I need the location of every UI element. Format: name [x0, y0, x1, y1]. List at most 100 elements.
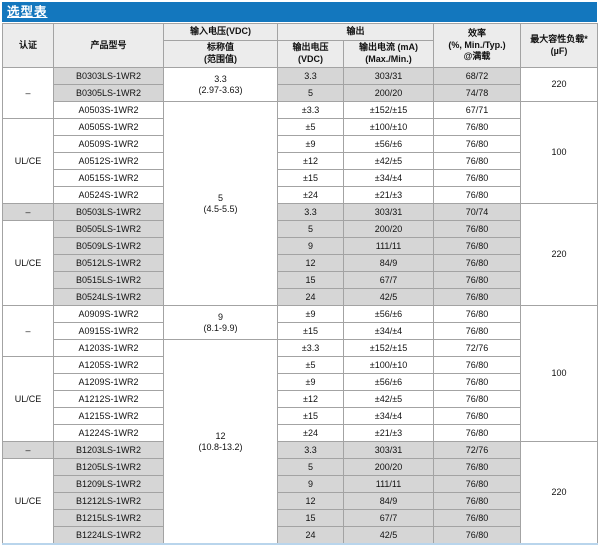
cell-efficiency: 76/80: [433, 424, 522, 442]
cell-model: B0512LS-1WR2: [53, 254, 164, 272]
cell-efficiency: 76/80: [433, 373, 522, 391]
cell-model: A0512S-1WR2: [53, 152, 164, 170]
cell-output-current: ±34/±4: [342, 322, 435, 340]
table-row: B0512LS-1WR2 12 84/9 76/80: [3, 254, 598, 272]
cell-model: A1224S-1WR2: [53, 424, 164, 442]
cell-input-voltage: 5 (4.5-5.5): [163, 101, 278, 306]
cell-efficiency: 74/78: [433, 84, 522, 102]
table-row: B0524LS-1WR2 24 42/5 76/80: [3, 288, 598, 306]
cell-input-voltage: 9 (8.1-9.9): [163, 305, 278, 340]
cell-model: B1212LS-1WR2: [53, 492, 164, 510]
cell-max-cap-load: 100: [520, 101, 599, 204]
cell-certification: UL/CE: [2, 356, 54, 442]
table-row: A1209S-1WR2 ±9 ±56/±6 76/80: [3, 373, 598, 391]
cell-certification: UL/CE: [2, 458, 54, 545]
cell-output-current: 42/5: [342, 288, 435, 306]
cell-output-voltage: 3.3: [277, 67, 344, 85]
cell-efficiency: 76/80: [433, 458, 522, 476]
header-output-voltage: 输出电压 (VDC): [277, 40, 344, 68]
cell-model: B1224LS-1WR2: [53, 526, 164, 545]
cell-model: B0303LS-1WR2: [53, 67, 164, 85]
cell-model: A1215S-1WR2: [53, 407, 164, 425]
cell-model: B1205LS-1WR2: [53, 458, 164, 476]
cell-output-voltage: 15: [277, 509, 344, 527]
cell-output-voltage: ±24: [277, 186, 344, 204]
cell-output-voltage: ±12: [277, 390, 344, 408]
cell-output-current: 200/20: [342, 458, 435, 476]
cell-model: B1209LS-1WR2: [53, 475, 164, 493]
cell-output-voltage: 3.3: [277, 203, 344, 221]
cell-model: A1203S-1WR2: [53, 339, 164, 357]
table-row: A0503S-1WR2 5 (4.5-5.5) ±3.3 ±152/±15 67/71 1…: [3, 101, 599, 306]
cell-output-current: ±21/±3: [342, 186, 435, 204]
cell-output-current: 111/11: [342, 237, 435, 255]
cell-model: A0909S-1WR2: [53, 305, 164, 323]
table-row: A1215S-1WR2 ±15 ±34/±4 76/80: [3, 407, 598, 425]
cell-output-voltage: 5: [277, 458, 344, 476]
cell-output-voltage: ±15: [277, 169, 344, 187]
cell-output-current: ±100/±10: [342, 118, 435, 136]
cell-max-cap-load: 220: [520, 67, 599, 102]
table-row: B1209LS-1WR2 9 111/11 76/80: [3, 475, 598, 493]
cell-efficiency: 76/80: [433, 509, 522, 527]
cell-model: A0505S-1WR2: [53, 118, 164, 136]
cell-output-current: ±152/±15: [342, 339, 435, 357]
cell-efficiency: 76/80: [433, 305, 522, 323]
cell-output-current: 84/9: [342, 492, 435, 510]
cell-output-current: 200/20: [342, 84, 435, 102]
cell-model: A1205S-1WR2: [53, 356, 164, 374]
cell-model: A0915S-1WR2: [53, 322, 164, 340]
cell-output-voltage: ±9: [277, 135, 344, 153]
header-output-current: 输出电流 (mA) (Max./Min.): [342, 40, 435, 68]
table-row: B0305LS-1WR2 5 200/20 74/78: [3, 84, 598, 102]
cell-output-current: 303/31: [342, 203, 435, 221]
table-row: A0512S-1WR2 ±12 ±42/±5 76/80: [3, 152, 598, 170]
table-row: – A0909S-1WR2 9 (8.1-9.9) ±9 ±56/±6 76/80 100: [2, 305, 599, 442]
table-row: – B0503LS-1WR2 3.3 303/31 70/74 220: [2, 203, 599, 306]
cell-output-current: 111/11: [342, 475, 435, 493]
cell-output-voltage: ±3.3: [277, 339, 344, 357]
cell-efficiency: 76/80: [433, 526, 522, 545]
table-row: UL/CE B1205LS-1WR2 5 200/20 76/80: [2, 458, 598, 545]
cell-efficiency: 76/80: [433, 492, 522, 510]
section-title: 选型表: [7, 5, 48, 19]
table-row: – B1203LS-1WR2 3.3 303/31 72/76 220: [2, 441, 599, 545]
table-row: A1224S-1WR2 ±24 ±21/±3 76/80: [3, 424, 598, 442]
cell-certification: UL/CE: [2, 220, 54, 306]
cell-efficiency: 76/80: [433, 152, 522, 170]
cell-output-current: ±42/±5: [342, 390, 435, 408]
table-row: A0524S-1WR2 ±24 ±21/±3 76/80: [3, 186, 598, 204]
cell-certification: –: [2, 441, 54, 459]
header-max-cap-load: 最大容性负载* (µF): [520, 23, 599, 68]
cell-efficiency: 76/80: [433, 390, 522, 408]
header-model: 产品型号: [53, 23, 164, 68]
table-row: B1215LS-1WR2 15 67/7 76/80: [3, 509, 598, 527]
cell-output-voltage: ±3.3: [277, 101, 344, 119]
cell-output-current: ±56/±6: [342, 305, 435, 323]
cell-output-voltage: 15: [277, 271, 344, 289]
cell-efficiency: 70/74: [433, 203, 522, 221]
selection-table: 认证 产品型号 输入电压(VDC) 输出 效率 (%, Min./Typ.) @…: [2, 23, 599, 545]
cell-model: B1215LS-1WR2: [53, 509, 164, 527]
cell-efficiency: 76/80: [433, 271, 522, 289]
cell-efficiency: 76/80: [433, 356, 522, 374]
cell-model: A0515S-1WR2: [53, 169, 164, 187]
cell-output-current: 42/5: [342, 526, 435, 545]
cell-model: B0305LS-1WR2: [53, 84, 164, 102]
section-title-bar: 选型表: [2, 2, 597, 22]
cell-model: B0503LS-1WR2: [53, 203, 164, 221]
cell-output-voltage: 5: [277, 84, 344, 102]
cell-output-current: 303/31: [342, 67, 435, 85]
cell-output-current: 67/7: [342, 271, 435, 289]
cell-output-voltage: ±15: [277, 322, 344, 340]
cell-input-voltage: 3.3 (2.97-3.63): [163, 67, 278, 102]
table-row: B0509LS-1WR2 9 111/11 76/80: [3, 237, 598, 255]
cell-max-cap-load: 220: [520, 441, 599, 545]
cell-output-voltage: 12: [277, 254, 344, 272]
cell-output-current: ±42/±5: [342, 152, 435, 170]
cell-efficiency: 76/80: [433, 475, 522, 493]
cell-output-voltage: 9: [277, 475, 344, 493]
cell-model: B0515LS-1WR2: [53, 271, 164, 289]
cell-output-current: ±21/±3: [342, 424, 435, 442]
table-header: 认证 产品型号 输入电压(VDC) 输出 效率 (%, Min./Typ.) @…: [2, 23, 599, 68]
